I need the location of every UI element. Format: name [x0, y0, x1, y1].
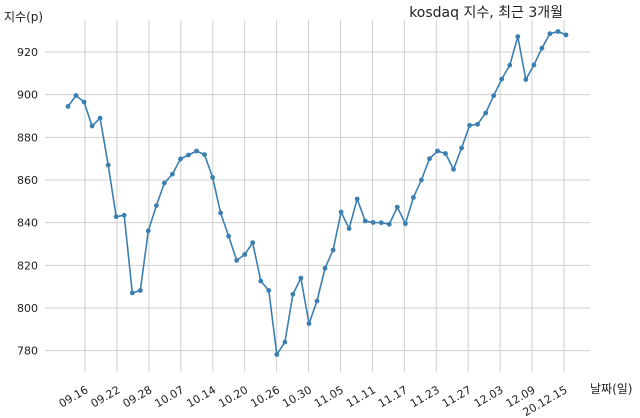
data-point	[73, 93, 79, 98]
data-point	[547, 31, 553, 37]
data-point	[531, 62, 537, 68]
data-point	[145, 228, 151, 234]
data-point	[411, 195, 416, 200]
data-point	[81, 99, 87, 105]
y-axis-label: 지수(p)	[4, 10, 43, 24]
data-point	[459, 145, 464, 151]
data-point	[258, 278, 264, 284]
data-point	[170, 171, 175, 177]
data-point	[507, 62, 513, 68]
data-point	[105, 162, 111, 168]
y-tick-label: 860	[17, 174, 38, 187]
y-tick-label: 880	[17, 131, 38, 144]
data-point	[322, 265, 328, 271]
data-point	[330, 247, 336, 253]
data-point	[386, 221, 392, 227]
data-point	[282, 339, 288, 345]
data-point	[218, 210, 224, 216]
data-point	[427, 156, 432, 162]
data-point	[523, 77, 529, 82]
data-point	[162, 180, 167, 186]
y-tick-label: 920	[17, 46, 38, 59]
data-point	[89, 123, 95, 129]
data-point	[443, 151, 448, 156]
data-point	[346, 226, 352, 232]
chart-title: kosdaq 지수, 최근 3개월	[409, 5, 563, 21]
data-point	[491, 93, 497, 99]
y-tick-label: 780	[17, 345, 38, 358]
data-point	[306, 321, 312, 326]
data-point	[129, 290, 135, 296]
x-tick-label: 10.20	[216, 383, 250, 410]
data-point	[113, 214, 119, 220]
data-point	[186, 152, 191, 158]
data-point	[338, 209, 344, 215]
data-point	[242, 252, 248, 257]
series-line	[67, 30, 567, 357]
data-point	[202, 152, 207, 158]
data-point	[290, 291, 296, 297]
data-point	[555, 29, 561, 34]
x-tick-label: 11.27	[440, 383, 474, 410]
x-axis-label: 날짜(일)	[590, 382, 632, 396]
x-tick-label: 12.03	[472, 383, 506, 410]
data-point	[435, 148, 440, 154]
x-tick-label: 11.23	[408, 383, 442, 410]
data-point	[370, 220, 376, 225]
x-tick-label: 10.26	[248, 383, 282, 410]
y-axis-ticks: 780 800 820 840 860 880 900 920	[17, 46, 38, 358]
data-point	[194, 148, 199, 154]
data-point	[515, 34, 521, 39]
data-point	[210, 175, 216, 180]
data-point	[403, 221, 408, 227]
data-point	[137, 288, 143, 293]
x-tick-label: 10.14	[184, 383, 218, 410]
x-tick-label: 09.16	[57, 383, 91, 410]
data-point	[154, 203, 159, 209]
data-point	[234, 258, 240, 263]
x-tick-label: 09.22	[89, 383, 123, 410]
data-point	[563, 32, 569, 38]
data-point	[467, 123, 472, 128]
data-point	[419, 177, 424, 183]
data-point	[97, 115, 103, 121]
x-axis-ticks: 09.1609.2209.2810.0710.1410.2010.2610.30…	[57, 383, 570, 418]
data-point	[499, 76, 505, 82]
data-point	[226, 233, 232, 239]
data-point	[250, 240, 256, 246]
series-layer	[65, 29, 569, 357]
data-point	[65, 104, 71, 109]
data-point	[274, 352, 280, 357]
data-point	[298, 275, 304, 281]
y-tick-label: 820	[17, 259, 38, 272]
x-tick-label: 11.17	[376, 383, 410, 410]
data-point	[475, 121, 480, 127]
data-point	[354, 196, 360, 202]
data-point	[394, 204, 400, 210]
data-point	[266, 288, 272, 293]
y-tick-label: 900	[17, 89, 38, 102]
data-point	[483, 110, 489, 116]
x-tick-label: 10.07	[153, 383, 187, 410]
grid	[45, 20, 590, 372]
x-tick-label: 11.05	[312, 383, 346, 410]
data-point	[451, 166, 456, 172]
data-point	[178, 156, 183, 162]
x-tick-label: 10.30	[280, 383, 314, 410]
x-tick-label: 09.28	[121, 383, 155, 410]
y-tick-label: 840	[17, 217, 38, 230]
data-point	[314, 298, 320, 304]
y-tick-label: 800	[17, 302, 38, 315]
x-tick-label: 11.11	[344, 383, 378, 410]
data-point	[378, 220, 384, 226]
data-point	[362, 218, 368, 224]
data-point	[121, 212, 127, 218]
data-point	[539, 45, 545, 51]
